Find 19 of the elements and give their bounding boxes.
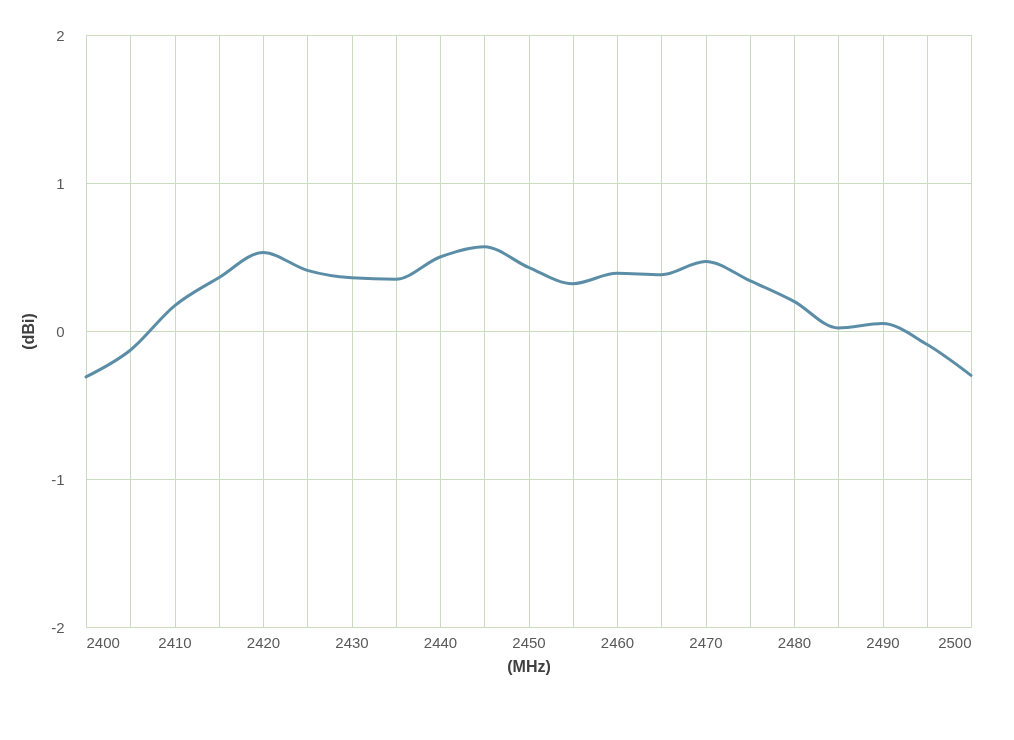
- x-tick-label: 2450: [512, 633, 546, 651]
- y-tick-label: -2: [51, 618, 65, 636]
- x-tick-label: 2500: [938, 633, 972, 651]
- y-tick-label: 0: [56, 322, 65, 340]
- y-tick-label: 2: [56, 26, 65, 44]
- x-tick-label: 2440: [423, 633, 458, 651]
- x-tick-label: 2460: [600, 633, 635, 651]
- y-tick-label: 1: [56, 174, 65, 192]
- x-tick-label: 2430: [335, 633, 369, 651]
- y-tick-label: -1: [51, 470, 65, 488]
- x-axis-title: (MHz): [507, 657, 551, 675]
- x-tick-label: 2400: [86, 633, 120, 651]
- y-axis-title: (dBi): [20, 313, 38, 350]
- line-series: [84, 245, 973, 379]
- x-tick-label: 2420: [246, 633, 281, 651]
- x-tick-label: 2490: [866, 633, 900, 651]
- x-tick-label: 2480: [777, 633, 812, 651]
- x-tick-label: 2470: [689, 633, 723, 651]
- x-tick-label: 2410: [158, 633, 192, 651]
